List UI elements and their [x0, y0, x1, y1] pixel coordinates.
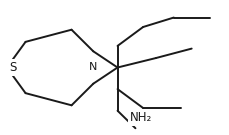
Text: N: N	[89, 63, 97, 72]
Text: S: S	[9, 61, 16, 74]
Text: NH₂: NH₂	[129, 111, 151, 124]
